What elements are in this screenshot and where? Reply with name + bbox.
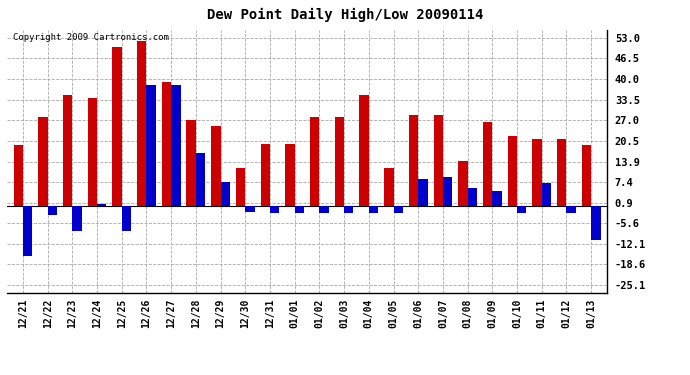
Bar — [63, 95, 72, 206]
Bar — [483, 122, 493, 206]
Bar — [458, 161, 468, 206]
Bar — [196, 153, 205, 206]
Bar — [542, 183, 551, 206]
Bar — [161, 82, 171, 206]
Bar — [369, 206, 378, 213]
Bar — [557, 139, 566, 206]
Bar — [591, 206, 600, 240]
Bar — [137, 41, 146, 206]
Bar — [384, 168, 393, 206]
Bar — [359, 95, 369, 206]
Bar — [97, 204, 106, 206]
Bar — [236, 168, 245, 206]
Bar — [261, 144, 270, 206]
Bar — [245, 206, 255, 212]
Bar — [493, 191, 502, 206]
Bar — [310, 117, 319, 206]
Text: Dew Point Daily High/Low 20090114: Dew Point Daily High/Low 20090114 — [207, 8, 483, 22]
Bar — [468, 188, 477, 206]
Bar — [418, 178, 428, 206]
Bar — [221, 182, 230, 206]
Bar — [121, 206, 131, 231]
Bar — [285, 144, 295, 206]
Bar — [508, 136, 517, 206]
Bar — [344, 206, 353, 213]
Bar — [48, 206, 57, 215]
Text: Copyright 2009 Cartronics.com: Copyright 2009 Cartronics.com — [13, 33, 169, 42]
Bar — [443, 177, 453, 206]
Bar — [533, 139, 542, 206]
Bar — [270, 206, 279, 213]
Bar — [72, 206, 81, 231]
Bar — [186, 120, 196, 206]
Bar — [393, 206, 403, 213]
Bar — [566, 206, 576, 213]
Bar — [582, 146, 591, 206]
Bar — [146, 86, 156, 206]
Bar — [409, 116, 418, 206]
Bar — [171, 86, 181, 206]
Bar — [112, 47, 121, 206]
Bar — [517, 206, 526, 213]
Bar — [433, 116, 443, 206]
Bar — [211, 126, 221, 206]
Bar — [23, 206, 32, 256]
Bar — [38, 117, 48, 206]
Bar — [88, 98, 97, 206]
Bar — [335, 117, 344, 206]
Bar — [295, 206, 304, 213]
Bar — [14, 146, 23, 206]
Bar — [319, 206, 329, 213]
